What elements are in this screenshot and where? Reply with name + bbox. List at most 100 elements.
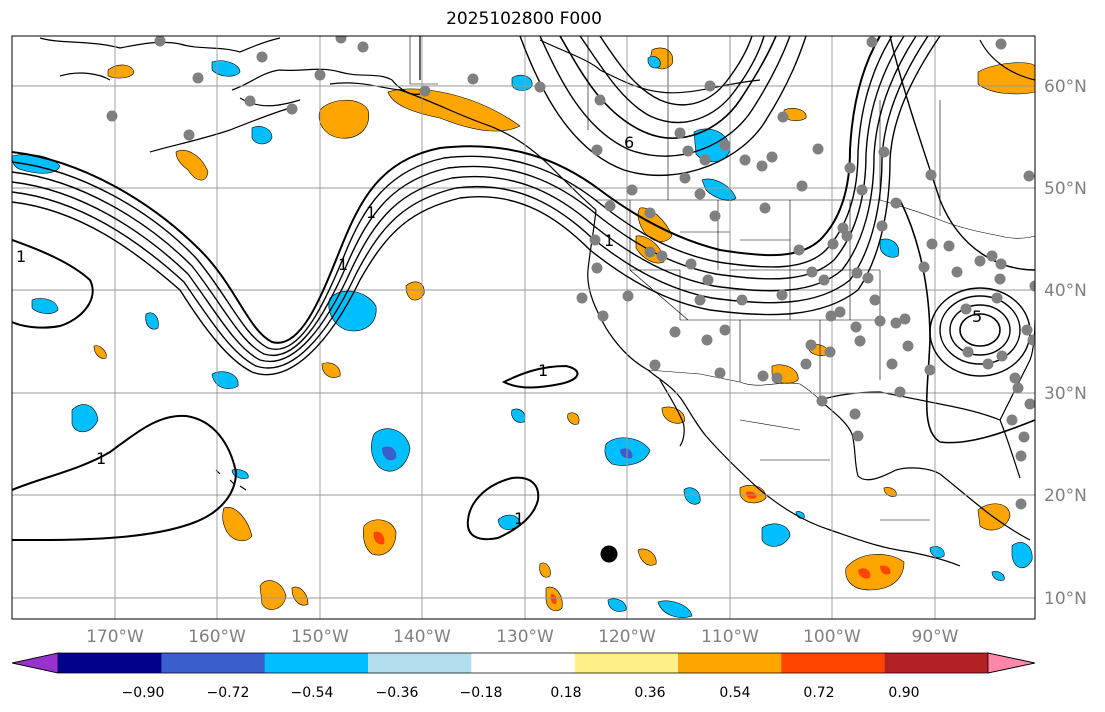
contour-line (12, 36, 893, 351)
cool-anomaly (607, 598, 627, 612)
station-marker (890, 197, 902, 209)
station-marker (890, 317, 902, 329)
station-marker (776, 289, 788, 301)
colorbar (11, 652, 1036, 674)
cool-anomaly (879, 238, 900, 258)
station-marker (357, 41, 369, 53)
strong-warm-anomaly (880, 565, 891, 575)
contour-line (12, 36, 905, 357)
contour-line (12, 36, 917, 363)
station-marker (924, 364, 936, 376)
station-marker (793, 244, 805, 256)
cool-anomaly (761, 523, 791, 547)
station-marker (1027, 334, 1035, 346)
colorbar-tick-label: −0.72 (207, 685, 250, 701)
contour-line (579, 36, 765, 124)
station-marker (685, 258, 697, 270)
contour-label: 1 (514, 509, 524, 528)
station-marker (856, 184, 868, 196)
station-marker (757, 370, 769, 382)
colorbar-segment (781, 653, 886, 673)
station-marker (694, 188, 706, 200)
station-marker (335, 36, 347, 44)
cool-anomaly (31, 298, 59, 314)
colorbar-tick-label: −0.54 (291, 685, 334, 701)
colorbar-segment (471, 653, 576, 673)
contour-line (501, 364, 579, 389)
station-marker (106, 110, 118, 122)
station-marker (736, 294, 748, 306)
lon-label: 160°W (188, 627, 246, 647)
cool-anomaly (929, 546, 945, 558)
cool-anomaly (1011, 542, 1033, 569)
strong-cool-anomaly (382, 446, 397, 461)
colorbar-extend-high (987, 652, 1036, 674)
station-marker (827, 238, 839, 250)
station-marker (719, 139, 731, 151)
map-frame (11, 35, 1036, 620)
lat-label: 60°N (1044, 77, 1087, 97)
highlight-marker (600, 545, 618, 563)
contour-label: 1 (366, 203, 376, 222)
warm-anomaly (107, 64, 135, 79)
station-marker (796, 180, 808, 192)
colorbar-tick-label: −0.90 (122, 685, 165, 701)
colorbar-tick-label: 0.18 (550, 685, 581, 701)
cool-anomaly (701, 178, 737, 201)
station-marker (982, 358, 994, 370)
contour-line (12, 36, 881, 344)
warm-anomaly (259, 580, 287, 610)
station-marker (1018, 431, 1030, 443)
warm-anomaly (175, 150, 209, 181)
station-marker (991, 292, 1003, 304)
contour-line (12, 36, 929, 369)
cool-anomaly (991, 571, 1005, 581)
cool-anomaly (71, 404, 99, 433)
station-marker (918, 261, 930, 273)
station-marker (594, 94, 606, 106)
station-marker (1023, 170, 1035, 182)
station-marker (644, 246, 656, 258)
station-marker (597, 310, 609, 322)
contour-label: 5 (972, 307, 982, 326)
warm-anomaly (93, 345, 107, 359)
station-markers (106, 36, 1035, 510)
station-marker (960, 303, 972, 315)
station-marker (699, 154, 711, 166)
station-marker (876, 220, 888, 232)
station-marker (986, 250, 998, 262)
station-marker (1012, 382, 1024, 394)
coastlines (39, 36, 1035, 567)
cool-anomaly (145, 312, 159, 330)
station-marker (534, 81, 546, 93)
station-marker (679, 172, 691, 184)
lon-label: 140°W (393, 627, 451, 647)
station-marker (739, 154, 751, 166)
station-marker (841, 230, 853, 242)
lat-label: 10°N (1044, 589, 1087, 609)
station-marker (849, 408, 861, 420)
colorbar-extend-low (11, 652, 59, 674)
contour-label-group: 1 1 1 1 1 1 1 6 5 (16, 133, 982, 528)
station-marker (851, 267, 863, 279)
station-marker (834, 306, 846, 318)
station-marker (995, 38, 1007, 50)
station-marker (682, 145, 694, 157)
longitude-labels: 170°W 160°W 150°W 140°W 130°W 120°W 110°… (86, 627, 959, 647)
station-marker (850, 321, 862, 333)
strong-warm-anomaly (550, 593, 557, 605)
warm-anomaly (405, 281, 425, 301)
station-marker (862, 272, 874, 284)
station-marker (704, 80, 716, 92)
station-marker (1006, 414, 1018, 426)
contour-label: 6 (624, 133, 634, 152)
lon-label: 100°W (803, 627, 861, 647)
colorbar-segment (58, 653, 162, 673)
station-marker (869, 294, 881, 306)
station-marker (192, 72, 204, 84)
lat-label: 30°N (1044, 384, 1087, 404)
station-marker (674, 127, 686, 139)
contour-line (959, 313, 1001, 347)
station-marker (759, 202, 771, 214)
